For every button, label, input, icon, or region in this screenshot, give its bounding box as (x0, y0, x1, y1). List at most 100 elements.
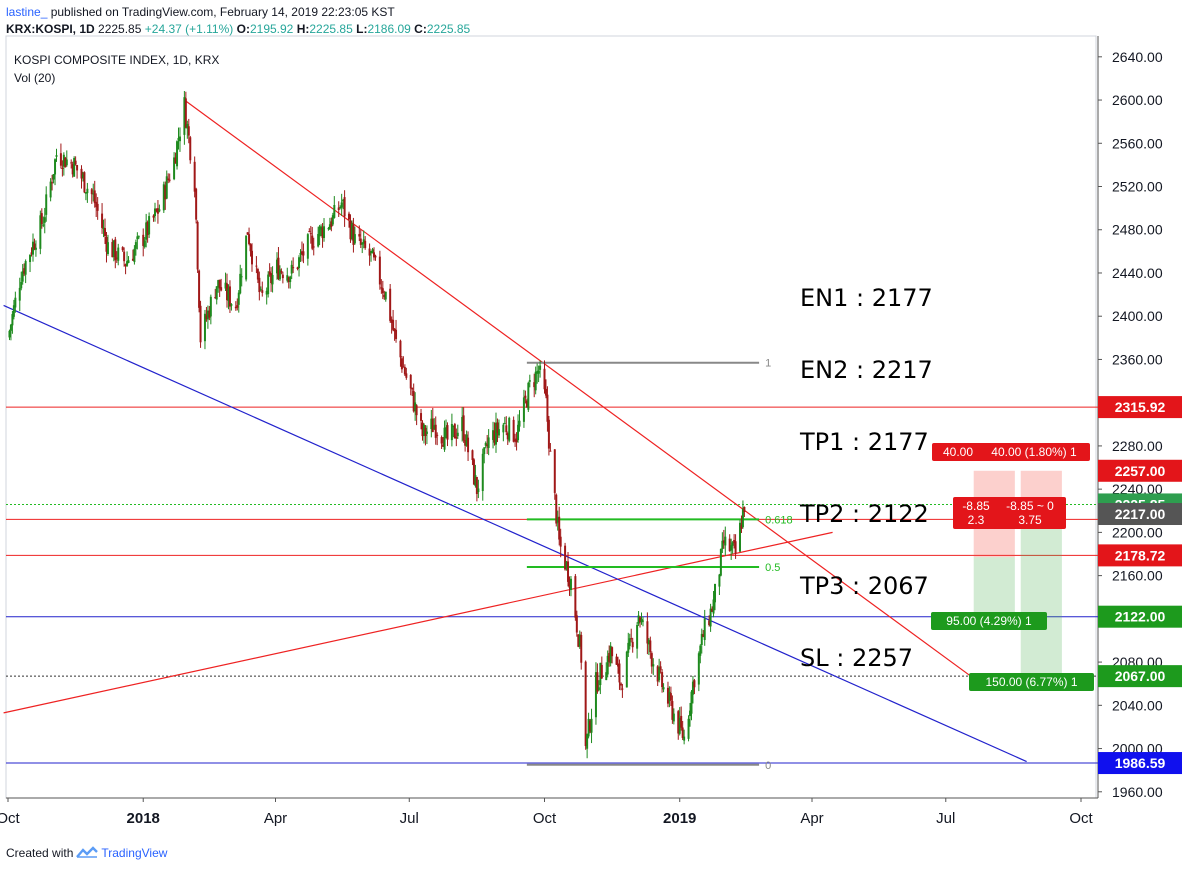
price-axis-label: 2217.00 (1115, 506, 1166, 522)
candle-body (343, 197, 346, 217)
tradingview-link[interactable]: TradingView (101, 846, 168, 860)
candle-body (672, 713, 675, 722)
candle-body (268, 271, 271, 275)
candle-body (625, 651, 628, 688)
candle-body (619, 683, 622, 686)
candle-body (167, 178, 170, 180)
candle-body (503, 423, 506, 425)
position1-target-label-bg (931, 612, 1047, 630)
trade-note-tp2: TP2 : 2122 (800, 500, 929, 528)
candle-body (543, 368, 546, 390)
candle-body (234, 306, 237, 309)
candle-body (609, 645, 612, 664)
candle-body (484, 442, 487, 446)
author-link[interactable]: lastine_ (6, 5, 48, 19)
x-tick-label: Apr (264, 810, 287, 827)
x-tick-label: Apr (800, 810, 823, 827)
candle-body (208, 310, 211, 318)
high-value: 2225.85 (309, 22, 353, 36)
y-tick-label: 2200.00 (1112, 524, 1163, 540)
candle-body (380, 287, 383, 289)
x-tick-label: Oct (1069, 810, 1093, 827)
open-value: 2195.92 (249, 22, 294, 36)
candle-body (608, 653, 611, 662)
price-axis-label: 2067.00 (1115, 668, 1166, 684)
candle-body (267, 274, 270, 295)
candle-body (51, 182, 54, 184)
candle-body (54, 159, 57, 175)
x-tick-label: Oct (533, 810, 557, 827)
candle-body (137, 236, 140, 238)
candle-body (65, 159, 68, 166)
candle-body (512, 419, 515, 442)
candle-body (228, 286, 231, 307)
candle-body (102, 227, 105, 229)
candle-body (522, 397, 525, 422)
fib-level-label: 1 (765, 358, 771, 370)
candle-body (312, 246, 315, 248)
candle-body (690, 691, 693, 714)
position1-entry-label-text: 2.3 (968, 513, 985, 527)
candle-body (409, 374, 412, 389)
chart-title: KOSPI COMPOSITE INDEX, 1D, KRX (14, 53, 219, 67)
candle-body (640, 619, 643, 623)
candle-body (145, 222, 148, 240)
candle-body (434, 424, 437, 438)
fib-level-label: 0.618 (765, 514, 793, 526)
candle-body (101, 213, 104, 228)
candle-body (528, 380, 531, 382)
candle-body (711, 608, 714, 612)
candle-body (656, 666, 659, 682)
candle-body (494, 422, 497, 445)
candle-body (547, 419, 550, 449)
candle-body (497, 429, 500, 436)
candle-body (350, 223, 353, 239)
candle-body (220, 287, 223, 291)
candle-body (443, 427, 446, 450)
candle-body (71, 164, 74, 175)
candle-body (559, 536, 562, 547)
candle-body (584, 661, 587, 747)
x-tick-label: Jul (936, 810, 955, 827)
candle-body (724, 536, 727, 546)
candle-body (728, 538, 731, 552)
candle-body (165, 176, 168, 199)
candle-body (506, 433, 509, 440)
candle-body (546, 394, 549, 422)
candle-body (86, 188, 89, 194)
candle-body (21, 271, 24, 282)
candle-body (496, 422, 499, 434)
position2-entry-label-bg (994, 497, 1066, 529)
candle-body (445, 427, 448, 429)
candle-body (198, 270, 201, 308)
candle-body (683, 736, 686, 741)
candle-body (433, 425, 436, 430)
candle-body (196, 221, 199, 270)
candle-body (203, 313, 206, 342)
candle-body (741, 508, 744, 528)
candle-body (152, 215, 155, 218)
candle-body (352, 224, 355, 245)
candle-body (337, 207, 340, 211)
candle-body (33, 243, 36, 250)
candle-body (558, 516, 561, 540)
candle-body (95, 201, 98, 208)
candle-body (452, 425, 455, 427)
candle-body (616, 663, 619, 667)
candle-body (442, 444, 445, 447)
price-axis-label-bg (1098, 459, 1182, 482)
low-label: L: (356, 22, 368, 36)
price-axis-label-bg (1098, 503, 1182, 526)
position2-stop-label-bg (978, 443, 1090, 461)
candle-body (271, 274, 274, 285)
trendline (3, 531, 833, 714)
candle-body (440, 437, 443, 444)
candle-body (618, 663, 621, 683)
candle-body (630, 638, 633, 640)
candle-body (177, 137, 180, 141)
candle-body (311, 235, 314, 249)
candle-body (517, 424, 520, 441)
candle-body (320, 226, 323, 230)
candle-body (661, 672, 664, 688)
